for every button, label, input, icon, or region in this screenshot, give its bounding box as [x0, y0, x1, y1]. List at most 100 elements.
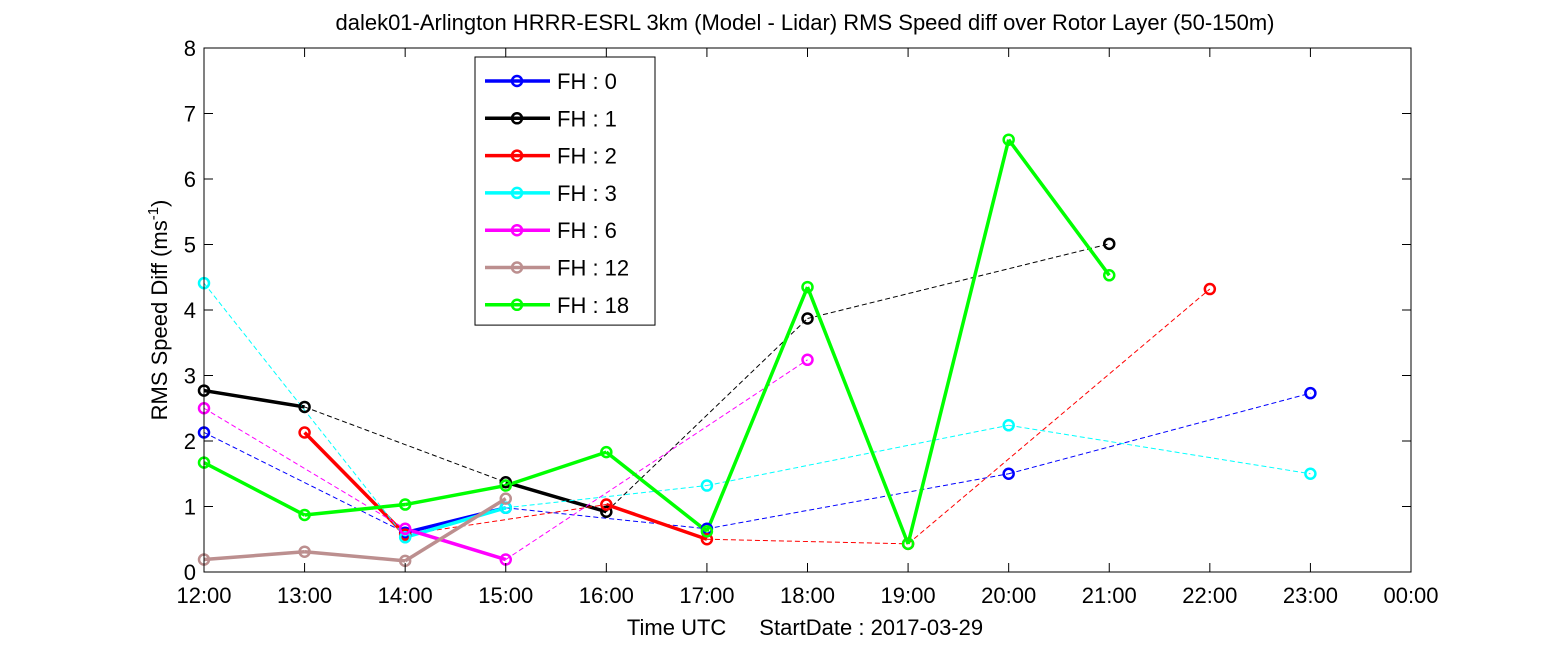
legend-box — [474, 56, 656, 326]
data-point-fh-2 — [298, 426, 311, 439]
series-segment-fh-2 — [907, 288, 1211, 545]
data-point-fh-18 — [1002, 133, 1015, 146]
series-segment-fh-12 — [304, 549, 406, 563]
data-point-fh-3 — [1002, 419, 1015, 432]
y-tick-label: 2 — [184, 429, 196, 454]
legend-label-fh-3: FH : 3 — [557, 181, 617, 206]
axes: 12:00 13:00 14:00 15:00 16:00 17:00 18:00 19:00… — [176, 36, 1438, 608]
series-segment-fh-2 — [303, 431, 407, 536]
y-axis-label-sup: -1 — [145, 207, 162, 220]
x-tick-label: 18:00 — [780, 583, 835, 608]
data-point-fh-2 — [600, 498, 613, 511]
data-point-fh-1 — [298, 400, 311, 414]
legend: FH : 0 FH : 1 FH : 2 FH : 3 FH : 6 FH : 12 FH … — [474, 56, 656, 326]
data-point-fh-1 — [1103, 237, 1116, 251]
data-point-fh-2 — [1203, 282, 1217, 296]
legend-marker-fh-6 — [510, 223, 524, 237]
series-lines — [203, 138, 1311, 563]
x-tick-label: 13:00 — [277, 583, 332, 608]
y-tick-label: 1 — [184, 495, 196, 520]
series-segment-fh-3 — [1008, 424, 1311, 475]
y-tick-label: 7 — [184, 102, 196, 127]
series-segment-fh-1 — [807, 243, 1110, 320]
x-tick-label: 17:00 — [679, 583, 734, 608]
chart-title: dalek01-Arlington HRRR-ESRL 3km (Model -… — [335, 10, 1274, 35]
y-tick-label: 3 — [184, 364, 196, 389]
data-point-fh-12 — [298, 545, 311, 558]
x-axis-label-date: StartDate : 2017-03-29 — [759, 615, 983, 640]
series-segment-fh-0 — [505, 507, 707, 530]
series-segment-fh-0 — [203, 432, 406, 534]
data-point-fh-6 — [801, 353, 814, 367]
x-tick-label: 00:00 — [1383, 583, 1438, 608]
data-point-fh-18 — [700, 525, 714, 538]
data-point-fh-0 — [1304, 386, 1317, 400]
x-tick-label: 23:00 — [1283, 583, 1338, 608]
series-segment-fh-1 — [605, 318, 808, 513]
series-segment-fh-0 — [706, 473, 1009, 530]
data-point-fh-12 — [499, 492, 512, 505]
data-point-fh-3 — [398, 531, 412, 544]
series-segment-fh-18 — [304, 502, 406, 517]
series-segment-fh-2 — [605, 502, 708, 541]
series-segment-fh-6 — [505, 359, 808, 560]
y-axis-label-main: RMS Speed Diff (ms — [147, 220, 172, 420]
data-point-fh-18 — [499, 479, 512, 492]
series-segment-fh-18 — [505, 450, 607, 488]
legend-marker-fh-18 — [510, 298, 524, 312]
legend-label-fh-12: FH : 12 — [557, 256, 629, 281]
data-point-fh-18 — [801, 280, 814, 294]
series-segment-fh-3 — [203, 282, 406, 538]
legend-label-fh-1: FH : 1 — [557, 106, 617, 131]
series-segment-fh-18 — [705, 286, 810, 533]
x-tick-label: 15:00 — [478, 583, 533, 608]
series-segment-fh-18 — [906, 139, 1011, 545]
series-segment-fh-12 — [404, 497, 507, 563]
y-tick-label: 6 — [184, 167, 196, 192]
data-point-fh-18 — [298, 508, 311, 522]
legend-marker-fh-0 — [510, 74, 524, 88]
legend-label-fh-2: FH : 2 — [557, 144, 617, 169]
series-segment-fh-3 — [706, 424, 1009, 487]
series-segment-fh-18 — [805, 286, 910, 545]
x-tick-label: 12:00 — [176, 583, 231, 608]
data-point-fh-3 — [1304, 467, 1317, 480]
series-segment-fh-18 — [605, 450, 708, 533]
series-segment-fh-18 — [203, 461, 306, 517]
data-point-fh-18 — [901, 537, 915, 551]
series-segment-fh-12 — [203, 549, 305, 562]
data-point-fh-1 — [801, 312, 814, 325]
y-tick-label: 4 — [184, 298, 196, 323]
x-tick-label: 22:00 — [1182, 583, 1237, 608]
y-tick-label: 8 — [184, 36, 196, 61]
x-tick-label: 16:00 — [579, 583, 634, 608]
x-tick-label: 21:00 — [1082, 583, 1137, 608]
series-segment-fh-1 — [304, 406, 506, 483]
legend-marker-fh-12 — [510, 261, 524, 274]
series-segment-fh-18 — [1007, 138, 1111, 277]
data-point-fh-18 — [600, 445, 613, 459]
legend-marker-fh-1 — [510, 112, 524, 125]
legend-marker-fh-2 — [510, 149, 524, 162]
data-point-fh-3 — [700, 479, 714, 492]
data-point-fh-18 — [398, 498, 412, 511]
x-axis-label-prefix: Time UTC — [627, 615, 727, 640]
data-point-fh-18 — [1103, 269, 1116, 282]
x-tick-label: 19:00 — [881, 583, 936, 608]
legend-label-fh-6: FH : 6 — [557, 218, 617, 243]
legend-label-fh-18: FH : 18 — [557, 293, 629, 318]
y-tick-label: 0 — [184, 560, 196, 585]
data-point-fh-1 — [600, 505, 613, 518]
series-segment-fh-2 — [405, 504, 607, 536]
series-segment-fh-6 — [404, 527, 507, 562]
series-segment-fh-2 — [706, 538, 909, 545]
data-point-fh-6 — [398, 522, 412, 536]
series-segment-fh-3 — [505, 485, 707, 509]
data-point-fh-2 — [700, 533, 714, 546]
series-segment-fh-0 — [1008, 392, 1311, 475]
x-tick-label: 20:00 — [981, 583, 1036, 608]
y-tick-label: 5 — [184, 233, 196, 258]
legend-label-fh-0: FH : 0 — [557, 69, 617, 94]
